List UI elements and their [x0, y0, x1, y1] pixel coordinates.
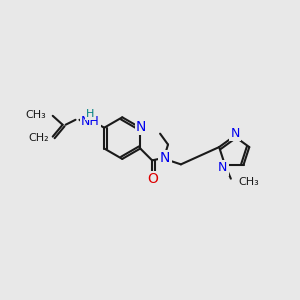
Text: CH₃: CH₃	[25, 110, 46, 120]
Text: CH₂: CH₂	[28, 133, 49, 142]
Text: N: N	[218, 161, 228, 174]
Text: NH: NH	[81, 115, 100, 128]
Text: N: N	[230, 127, 240, 140]
Text: N: N	[160, 152, 170, 165]
Text: CH₃: CH₃	[239, 177, 260, 187]
Text: O: O	[148, 172, 159, 186]
Text: H: H	[86, 109, 94, 119]
Text: N: N	[136, 120, 146, 134]
